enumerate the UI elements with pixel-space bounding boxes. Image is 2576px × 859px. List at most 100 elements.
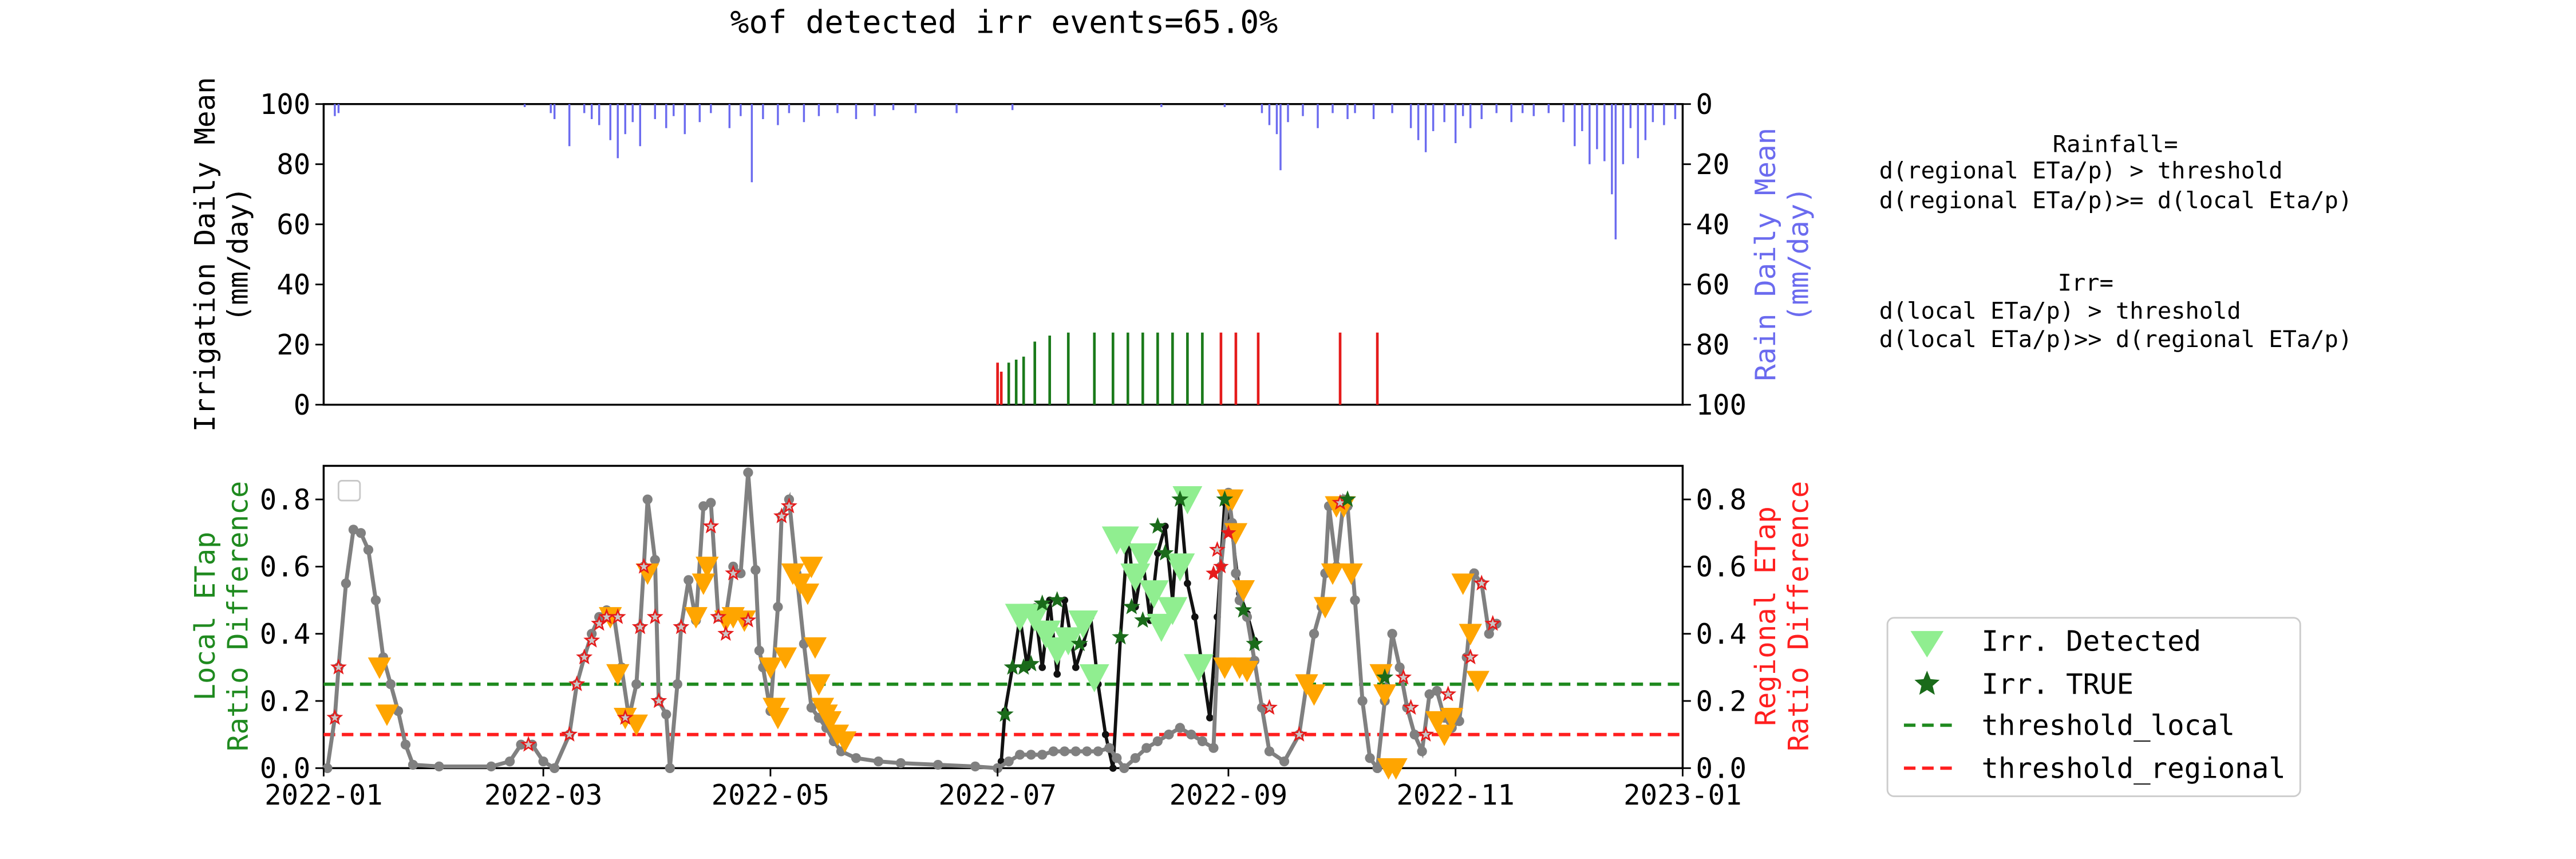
regional-false-star bbox=[673, 618, 690, 635]
regional-false-star bbox=[561, 726, 578, 742]
regional-point bbox=[895, 758, 906, 769]
regional-false-star bbox=[330, 659, 347, 675]
ytick-label: 0.2 bbox=[260, 684, 311, 718]
regional-point bbox=[754, 645, 765, 656]
irrigation-bars bbox=[996, 332, 1379, 405]
regional-false-star bbox=[1462, 648, 1479, 665]
orange-marker bbox=[1321, 563, 1345, 585]
rainfall-note-line1: d(regional ETa/p) > threshold bbox=[1879, 157, 2283, 184]
orange-marker bbox=[1440, 708, 1464, 730]
orange-marker bbox=[803, 637, 827, 659]
regional-false-star bbox=[740, 612, 757, 628]
regional-point bbox=[341, 578, 351, 589]
top-left-ylabel-line2: (mm/day) bbox=[222, 187, 255, 322]
irr-note: Irr= d(local ETa/p) > threshold d(local … bbox=[1879, 270, 2352, 353]
regional-false-star bbox=[1290, 726, 1307, 742]
legend-entry-true: Irr. TRUE bbox=[1982, 668, 2134, 701]
regional-point bbox=[1112, 753, 1122, 763]
regional-point bbox=[1104, 743, 1115, 753]
local-point bbox=[1191, 613, 1199, 621]
regional-point bbox=[1026, 750, 1036, 760]
regional-series-line bbox=[325, 472, 1498, 774]
regional-point bbox=[1279, 756, 1290, 767]
irr-detected-marker bbox=[1068, 610, 1099, 639]
regional-point bbox=[538, 756, 548, 767]
regional-point bbox=[650, 555, 660, 565]
regional-point bbox=[1003, 756, 1014, 767]
regional-point bbox=[631, 679, 642, 689]
regional-point bbox=[1048, 746, 1058, 756]
orange-marker bbox=[1235, 660, 1259, 683]
regional-point bbox=[385, 679, 396, 689]
regional-false-star bbox=[631, 618, 649, 635]
orange-marker bbox=[1466, 671, 1490, 693]
local-point bbox=[1053, 670, 1061, 678]
irr-true-star bbox=[1112, 628, 1129, 645]
regional-point bbox=[1350, 595, 1360, 605]
regional-false-star bbox=[646, 608, 663, 624]
ytick-label: 60 bbox=[276, 208, 310, 241]
orange-marker bbox=[758, 657, 783, 679]
regional-point bbox=[1484, 629, 1494, 639]
orange-marker bbox=[1340, 563, 1363, 585]
regional-point bbox=[1119, 763, 1129, 773]
irr-note-line2: d(local ETa/p)>> d(regional ETa/p) bbox=[1879, 326, 2352, 353]
irr-true-star bbox=[1234, 601, 1253, 618]
bottom-plot-frame bbox=[322, 464, 1684, 770]
regional-point bbox=[363, 545, 374, 555]
xtick-label: 2022-01 bbox=[264, 778, 383, 811]
ytick-label: 0.2 bbox=[1696, 684, 1747, 718]
irr-true-star bbox=[1048, 591, 1066, 608]
regional-point bbox=[1394, 662, 1405, 673]
xtick-label: 2022-07 bbox=[938, 778, 1057, 811]
irr-false-star bbox=[1206, 565, 1222, 580]
ytick-label: 40 bbox=[1696, 208, 1730, 241]
irr-true-star bbox=[1134, 611, 1152, 628]
regional-false-star bbox=[725, 564, 742, 581]
orange-marker bbox=[807, 674, 831, 696]
regional-point bbox=[873, 756, 884, 767]
irr-detected-marker bbox=[1031, 620, 1061, 649]
orange-marker bbox=[1373, 684, 1397, 706]
regional-point bbox=[698, 501, 709, 511]
regional-point bbox=[706, 498, 716, 508]
irr-true-star bbox=[1022, 655, 1040, 672]
bottom-right-ylabel-line1: Regional ETap bbox=[1749, 506, 1782, 726]
regional-false-star bbox=[650, 692, 667, 708]
regional-false-star bbox=[1417, 726, 1435, 742]
orange-marker bbox=[625, 714, 648, 736]
orange-marker bbox=[1459, 624, 1482, 645]
regional-point bbox=[408, 759, 418, 770]
local-point bbox=[1206, 714, 1214, 722]
top-right-yticks: 100 80 60 40 20 0 bbox=[1682, 88, 1747, 421]
top-left-ylabel-line1: Irrigation Daily Mean bbox=[188, 77, 222, 432]
local-point bbox=[1101, 731, 1109, 739]
local-point bbox=[1184, 580, 1191, 588]
regional-false-star bbox=[1208, 541, 1226, 557]
regional-point bbox=[970, 761, 981, 772]
irr-detected-marker bbox=[1139, 580, 1169, 609]
xtick-label: 2022-05 bbox=[712, 778, 830, 811]
ytick-label: 60 bbox=[1696, 268, 1730, 301]
regional-point bbox=[1417, 746, 1427, 756]
regional-point bbox=[1357, 696, 1368, 706]
regional-point bbox=[434, 761, 444, 772]
orange-marker bbox=[1224, 523, 1248, 545]
regional-point bbox=[1197, 736, 1208, 747]
regional-point bbox=[750, 565, 761, 575]
orange-marker bbox=[1384, 758, 1408, 780]
regional-point bbox=[672, 679, 682, 689]
ytick-label: 0.6 bbox=[260, 550, 311, 584]
orange-marker bbox=[1451, 573, 1475, 595]
bottom-left-yticks: 0.0 0.2 0.4 0.6 0.8 bbox=[260, 483, 324, 785]
irr-false-star bbox=[1213, 558, 1229, 574]
regional-point bbox=[683, 575, 694, 585]
regional-point bbox=[504, 756, 515, 767]
regional-false-star bbox=[576, 648, 593, 665]
regional-false-star bbox=[717, 625, 734, 641]
irr-true-star bbox=[1171, 490, 1189, 507]
regional-point bbox=[1082, 746, 1092, 756]
regional-false-star bbox=[609, 608, 626, 624]
irr-detected-marker bbox=[1157, 597, 1188, 625]
